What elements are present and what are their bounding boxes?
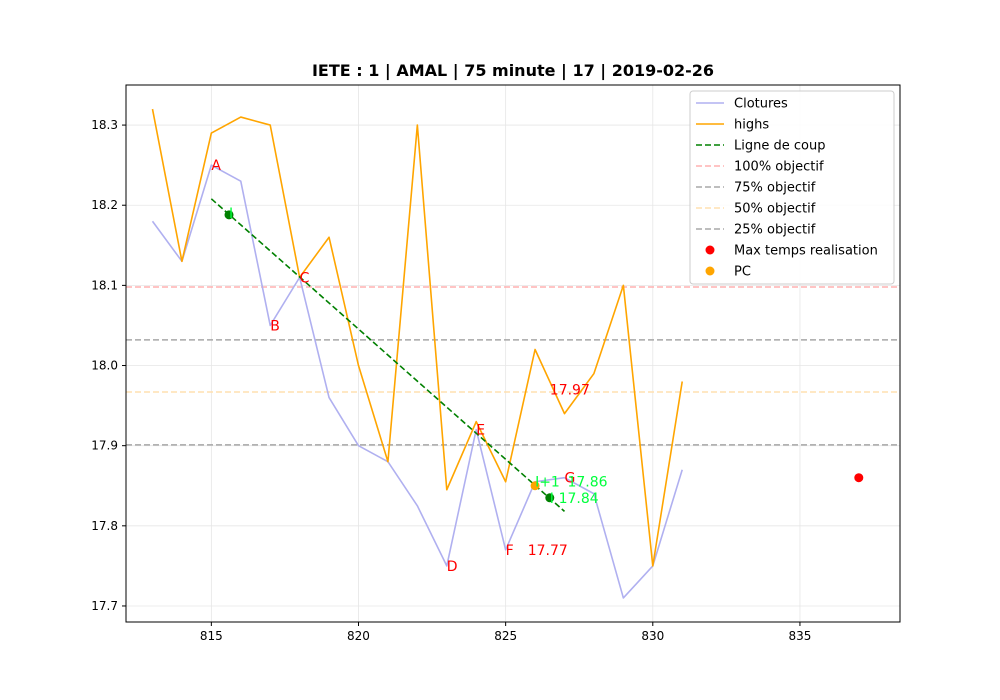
y-tick-label: 18.1 xyxy=(91,278,118,292)
legend-swatch-pc xyxy=(705,266,715,276)
objective-lines xyxy=(126,286,900,446)
legend-box xyxy=(689,90,895,285)
annotation-label: F xyxy=(506,543,514,559)
series-line-trend xyxy=(210,198,566,512)
annotation-label: 17.97 xyxy=(550,383,590,399)
annotation-label: E xyxy=(476,423,485,439)
legend-label: 75% objectif xyxy=(734,181,816,196)
scatter-point-max_time xyxy=(854,473,864,483)
series-line-closes xyxy=(151,164,683,599)
annotation-label: G xyxy=(565,471,576,487)
legend-label: 50% objectif xyxy=(734,202,816,217)
legend-swatch-max_time xyxy=(705,245,715,255)
series-line-highs xyxy=(151,108,684,567)
green-point xyxy=(545,493,555,503)
y-tick-label: 17.7 xyxy=(91,599,118,613)
annotation-label: 17.77 xyxy=(528,543,568,559)
legend-label: PC xyxy=(734,265,751,280)
x-tick-label: 820 xyxy=(347,629,370,643)
annotation-label: 17.84 xyxy=(559,491,599,507)
legend-label: Clotures xyxy=(734,97,788,112)
y-tick-label: 17.9 xyxy=(91,439,118,453)
axes: 815 820 825 830 835 17.7 17.8 17.9 18.0 18.1 18.2 1… xyxy=(91,118,811,643)
y-tick-label: 18.0 xyxy=(91,359,118,373)
legend-label: 25% objectif xyxy=(734,223,816,238)
legend-label: Ligne de coup xyxy=(734,139,825,154)
series xyxy=(151,108,684,599)
markers xyxy=(224,210,864,503)
legend-label: Max temps realisation xyxy=(734,244,878,259)
x-tick-label: 830 xyxy=(641,629,664,643)
annotation-label: C xyxy=(300,270,310,286)
annotation-label: I xyxy=(550,491,554,507)
annotation-label: I xyxy=(229,206,233,222)
y-tick-label: 18.2 xyxy=(91,198,118,212)
y-tick-label: 18.3 xyxy=(91,118,118,132)
annotation-label: 17.86 xyxy=(567,475,607,491)
chart-title: IETE : 1 | AMAL | 75 minute | 17 | 2019-… xyxy=(312,61,714,81)
annotation-label: D xyxy=(447,559,458,575)
annotation-label: I+1 xyxy=(535,475,560,491)
scatter-point-pc xyxy=(530,481,540,491)
legend: Clotures highs Ligne de coup 100% objectif 7… xyxy=(689,90,895,285)
x-tick-label: 835 xyxy=(788,629,811,643)
plot-area-frame xyxy=(125,84,901,623)
y-tick-label: 17.8 xyxy=(91,519,118,533)
green-point xyxy=(224,210,234,220)
x-tick-label: 815 xyxy=(200,629,223,643)
x-tick-label: 825 xyxy=(494,629,517,643)
annotation-label: A xyxy=(211,158,221,174)
legend-label: highs xyxy=(734,118,769,133)
annotation-label: B xyxy=(270,318,280,334)
legend-label: 100% objectif xyxy=(734,160,824,175)
